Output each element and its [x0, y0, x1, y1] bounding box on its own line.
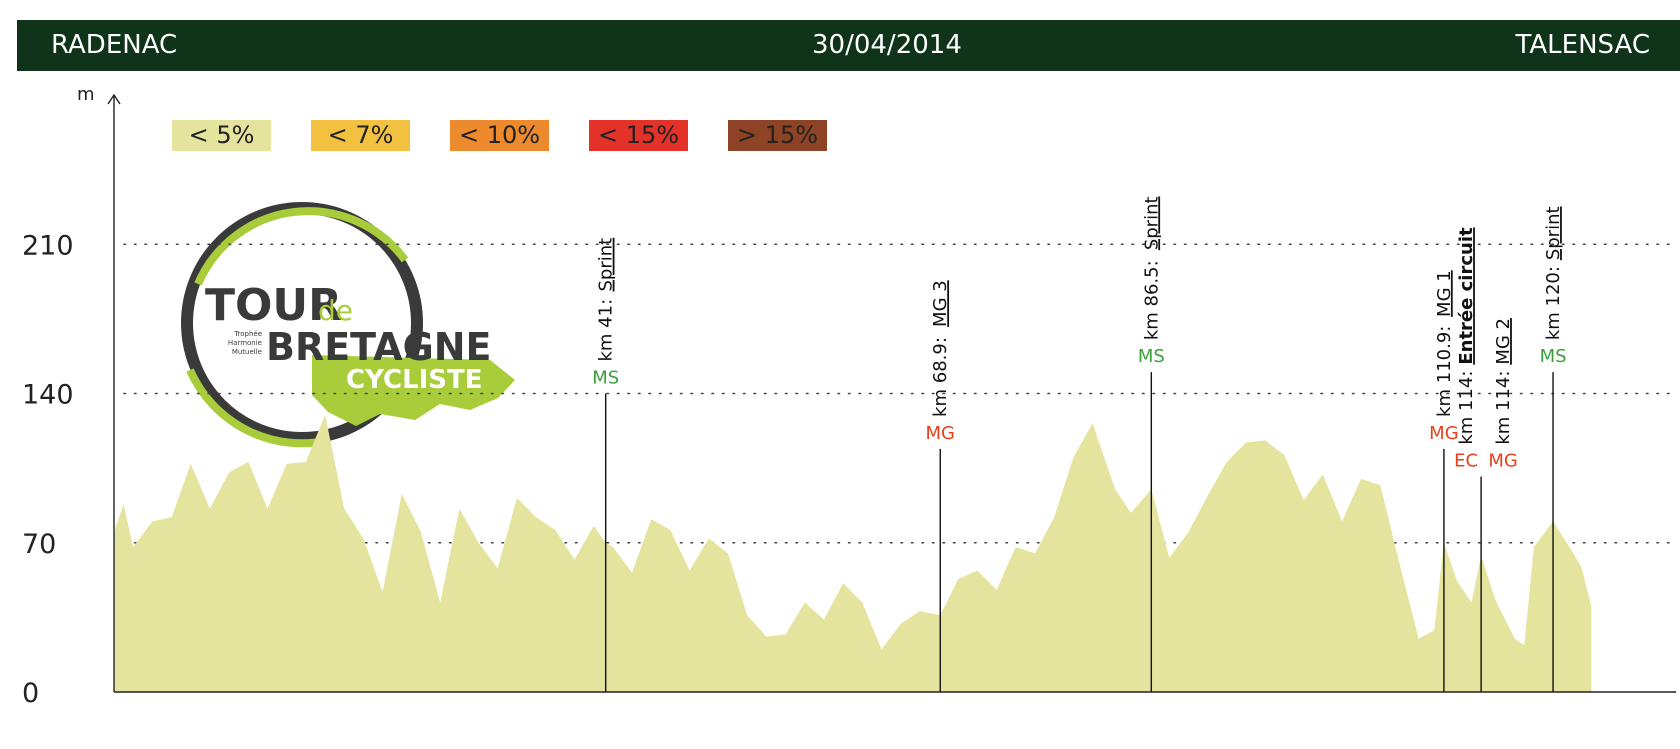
legend-swatch [728, 120, 827, 151]
legend-label: < 7% [328, 121, 394, 149]
marker-name-label: MG 1 [1434, 270, 1455, 317]
y-axis-label: m [77, 84, 95, 105]
elevation-profile-area [114, 414, 1592, 692]
marker-name-label: Sprint [596, 238, 617, 292]
legend-swatch [589, 120, 688, 151]
marker-name-label: Sprint [1141, 196, 1162, 250]
finish-town: TALENSAC [1515, 30, 1650, 60]
logo-ring-green-lower [186, 368, 331, 448]
logo-tagline-1: Trophée [233, 330, 262, 338]
marker-km-label: km 110.9: [1434, 326, 1455, 417]
legend-label: > 15% [737, 121, 818, 149]
marker-name-label: Sprint [1543, 206, 1564, 260]
marker-name-label: MG 3 [930, 280, 951, 327]
marker-type-label: MG [1488, 451, 1517, 472]
y-tick-label: 70 [22, 529, 56, 560]
legend-label: < 15% [598, 121, 679, 149]
marker-type-label: MS [592, 368, 619, 389]
legend-swatch [172, 120, 271, 151]
marker-type-label: EC [1454, 451, 1478, 472]
legend-label: < 10% [459, 121, 540, 149]
start-town: RADENAC [51, 30, 178, 60]
marker-km-label: km 120: [1543, 266, 1564, 340]
marker-km-label: km 114: [1456, 371, 1477, 445]
y-axis-arrow [107, 93, 121, 105]
marker-type-label: MG [926, 423, 955, 444]
marker-type-label: MG [1429, 423, 1458, 444]
logo-tagline-3: Mutuelle [232, 348, 262, 356]
y-tick-label: 210 [22, 230, 74, 261]
logo-tagline-2: Harmonie [228, 339, 262, 347]
tour-de-bretagne-logo: TOUR de BRETAGNE CYCLISTE Trophée Harmon… [181, 202, 515, 448]
logo-bretagne: BRETAGNE [266, 325, 492, 369]
marker-km-label: km 114: [1493, 371, 1514, 445]
y-tick-label: 140 [22, 380, 74, 411]
legend-swatch [450, 120, 549, 151]
marker-name-label: MG 2 [1493, 318, 1514, 365]
marker-type-label: MS [1540, 346, 1567, 367]
marker-name-label: Entrée circuit [1456, 227, 1477, 365]
logo-de: de [318, 294, 353, 327]
logo-cycliste: CYCLISTE [346, 365, 483, 395]
marker-type-label: MS [1138, 346, 1165, 367]
marker-km-label: km 68.9: [930, 337, 951, 417]
marker-km-label: km 86.5: [1141, 260, 1162, 340]
logo-ring-green [194, 207, 409, 286]
legend-label: < 5% [189, 121, 255, 149]
stage-header: RADENAC 30/04/2014 TALENSAC [17, 20, 1680, 71]
logo-tour: TOUR [205, 280, 342, 331]
legend-swatch [311, 120, 410, 151]
logo-leaf [312, 355, 515, 426]
y-tick-label: 0 [22, 678, 39, 709]
marker-km-label: km 41: [596, 299, 617, 362]
stage-date: 30/04/2014 [812, 30, 962, 60]
